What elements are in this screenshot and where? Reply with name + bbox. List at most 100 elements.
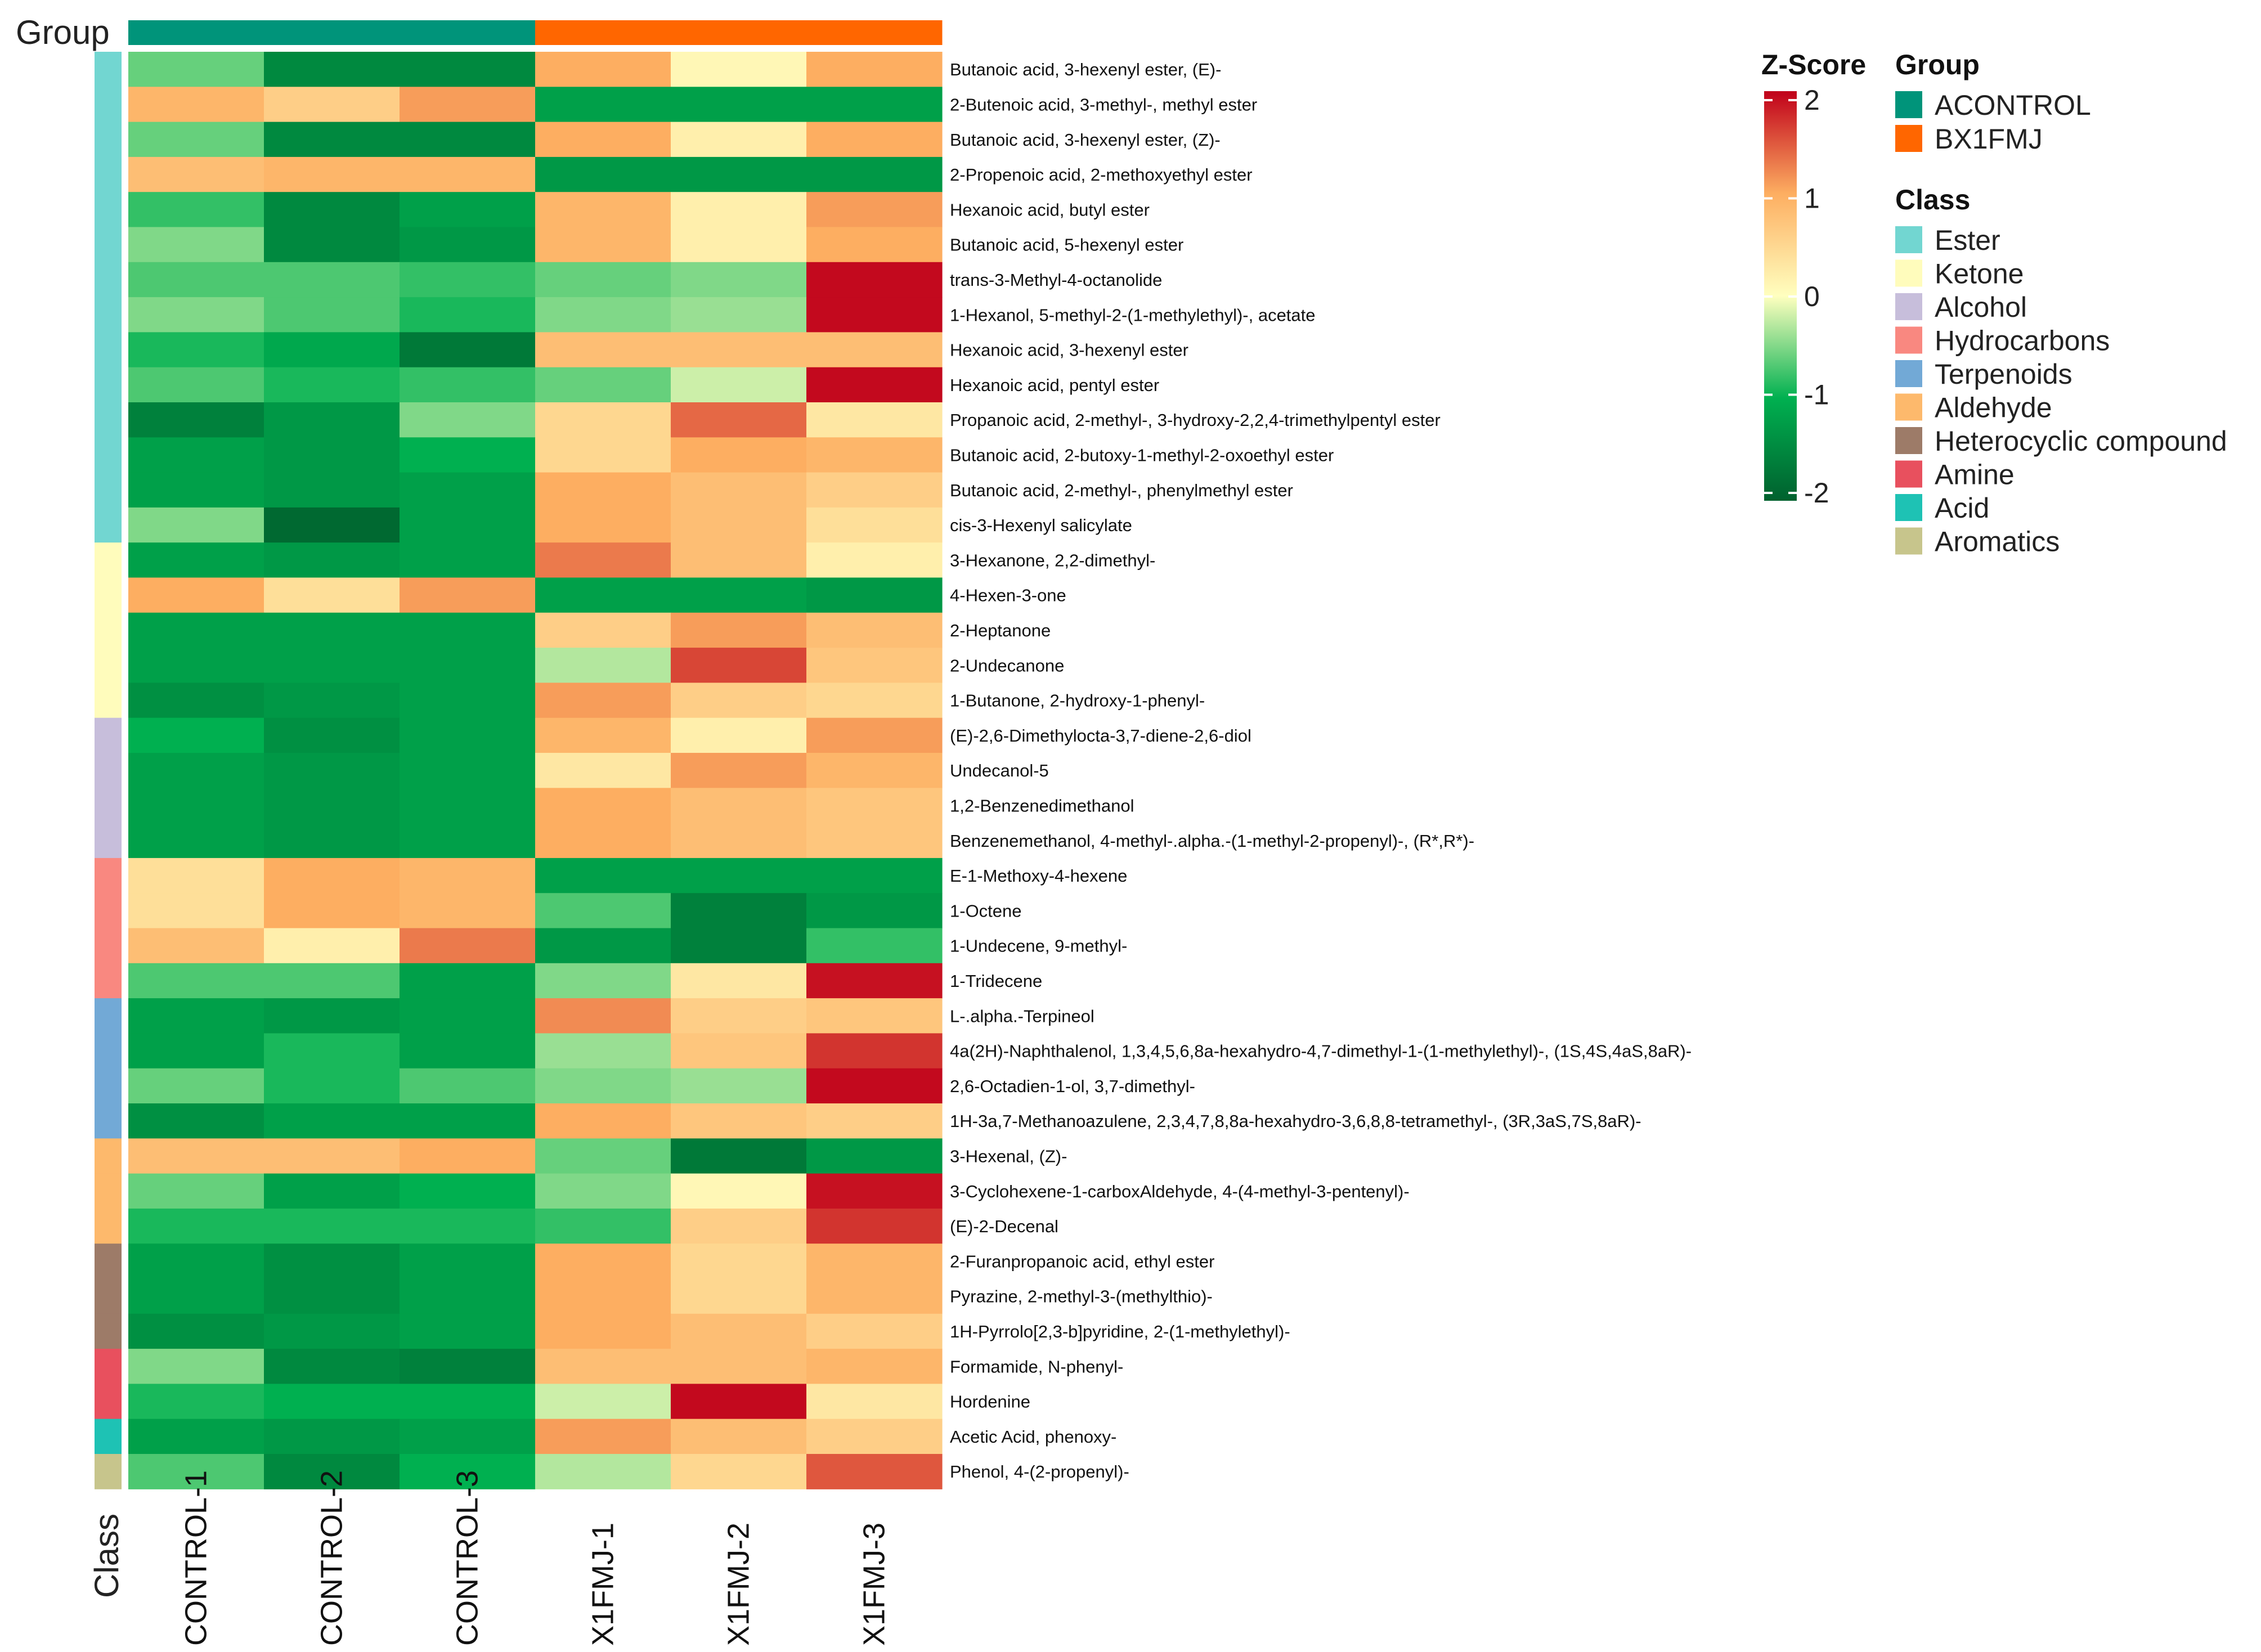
heatmap-cell (806, 1033, 943, 1069)
row-label: Benzenemethanol, 4-methyl-.alpha.-(1-met… (950, 831, 1474, 851)
heatmap-cell (128, 648, 264, 683)
heatmap-cell (400, 1384, 536, 1420)
heatmap-cell (264, 717, 400, 753)
heatmap-cell (671, 122, 807, 158)
heatmap-cell (806, 753, 943, 788)
heatmap-cell (128, 1103, 264, 1139)
heatmap-cell (806, 262, 943, 298)
heatmap-cell (400, 1313, 536, 1349)
column-label: X1FMJ-2 (722, 1523, 756, 1646)
class-track-cell (95, 1278, 122, 1314)
heatmap-cell (264, 1384, 400, 1420)
heatmap-cell (128, 1454, 264, 1489)
heatmap-cell (671, 683, 807, 719)
heatmap-cell (264, 823, 400, 859)
class-track-cell (95, 332, 122, 368)
heatmap-cell (535, 192, 671, 228)
heatmap-cell (264, 963, 400, 999)
class-legend-title: Class (1895, 184, 1970, 216)
heatmap-cell (264, 1454, 400, 1489)
row-label: Hordenine (950, 1392, 1030, 1412)
heatmap-cell (671, 963, 807, 999)
heatmap-cell (806, 577, 943, 613)
heatmap-cell (806, 122, 943, 158)
heatmap-cell (671, 1068, 807, 1104)
class-track-cell (95, 1349, 122, 1384)
heatmap-cell (806, 1138, 943, 1174)
heatmap-cell (128, 1313, 264, 1349)
heatmap-cell (400, 1068, 536, 1104)
class-track-cell (95, 1313, 122, 1349)
heatmap-cell (535, 648, 671, 683)
heatmap-cell (400, 612, 536, 648)
zscore-tick-label: -1 (1804, 379, 1829, 411)
class-track-cell (95, 1418, 122, 1455)
heatmap-cell (671, 227, 807, 263)
heatmap-cell (535, 1244, 671, 1280)
heatmap-cell (806, 507, 943, 543)
heatmap-cell (400, 788, 536, 824)
row-label: trans-3-Methyl-4-octanolide (950, 270, 1162, 290)
heatmap-cell (671, 192, 807, 228)
heatmap-cell (806, 928, 943, 964)
heatmap-cell (535, 1313, 671, 1349)
class-legend-label: Ketone (1935, 258, 2024, 290)
heatmap-cell (400, 893, 536, 929)
heatmap-cell (128, 262, 264, 298)
heatmap-cell (128, 156, 264, 192)
heatmap-cell (264, 998, 400, 1034)
heatmap-cell (264, 367, 400, 403)
class-track-cell (95, 1033, 122, 1069)
row-label: 1-Undecene, 9-methyl- (950, 936, 1127, 956)
heatmap-cell (806, 823, 943, 859)
heatmap-cell (264, 192, 400, 228)
heatmap-cell (264, 1068, 400, 1104)
row-label: Pyrazine, 2-methyl-3-(methylthio)- (950, 1287, 1213, 1307)
heatmap-cell (806, 52, 943, 87)
heatmap-cell (264, 1349, 400, 1384)
column-label: CONTROL-1 (180, 1470, 213, 1646)
heatmap-cell (806, 332, 943, 368)
heatmap-cell (128, 1138, 264, 1174)
class-track-cell (95, 472, 122, 508)
heatmap-cell (806, 612, 943, 648)
column-label: X1FMJ-1 (586, 1523, 620, 1646)
heatmap-cell (400, 1418, 536, 1455)
heatmap-cell (535, 122, 671, 158)
heatmap-cell (400, 577, 536, 613)
heatmap-cell (671, 332, 807, 368)
heatmap-cell (264, 542, 400, 578)
heatmap-cell (806, 1244, 943, 1280)
group-legend-label: ACONTROL (1935, 89, 2091, 121)
heatmap-cell (128, 472, 264, 508)
class-track-cell (95, 683, 122, 719)
group-track-cell (671, 20, 807, 45)
heatmap-cell (264, 227, 400, 263)
heatmap-cell (128, 367, 264, 403)
heatmap-cell (806, 437, 943, 473)
heatmap-cell (128, 788, 264, 824)
heatmap-cell (400, 998, 536, 1034)
class-track-cell (95, 1173, 122, 1209)
heatmap-cell (671, 1103, 807, 1139)
heatmap-cell (128, 192, 264, 228)
heatmap-cell (264, 928, 400, 964)
heatmap-cell (535, 1138, 671, 1174)
row-label: Formamide, N-phenyl- (950, 1357, 1123, 1376)
heatmap-cell (806, 648, 943, 683)
heatmap-cell (400, 717, 536, 753)
heatmap-cell (535, 472, 671, 508)
class-legend-swatch (1895, 460, 1922, 488)
row-label: E-1-Methoxy-4-hexene (950, 866, 1127, 886)
row-label: 1-Butanone, 2-hydroxy-1-phenyl- (950, 691, 1205, 711)
class-track-cell (95, 437, 122, 473)
heatmap-cell (128, 1278, 264, 1314)
heatmap-cell (128, 893, 264, 929)
group-annotation-track (128, 20, 943, 45)
class-track-cell (95, 612, 122, 648)
heatmap-cell (400, 192, 536, 228)
class-legend-swatch (1895, 527, 1922, 555)
column-label: CONTROL-2 (315, 1470, 349, 1646)
class-legend-label: Hydrocarbons (1935, 325, 2110, 357)
